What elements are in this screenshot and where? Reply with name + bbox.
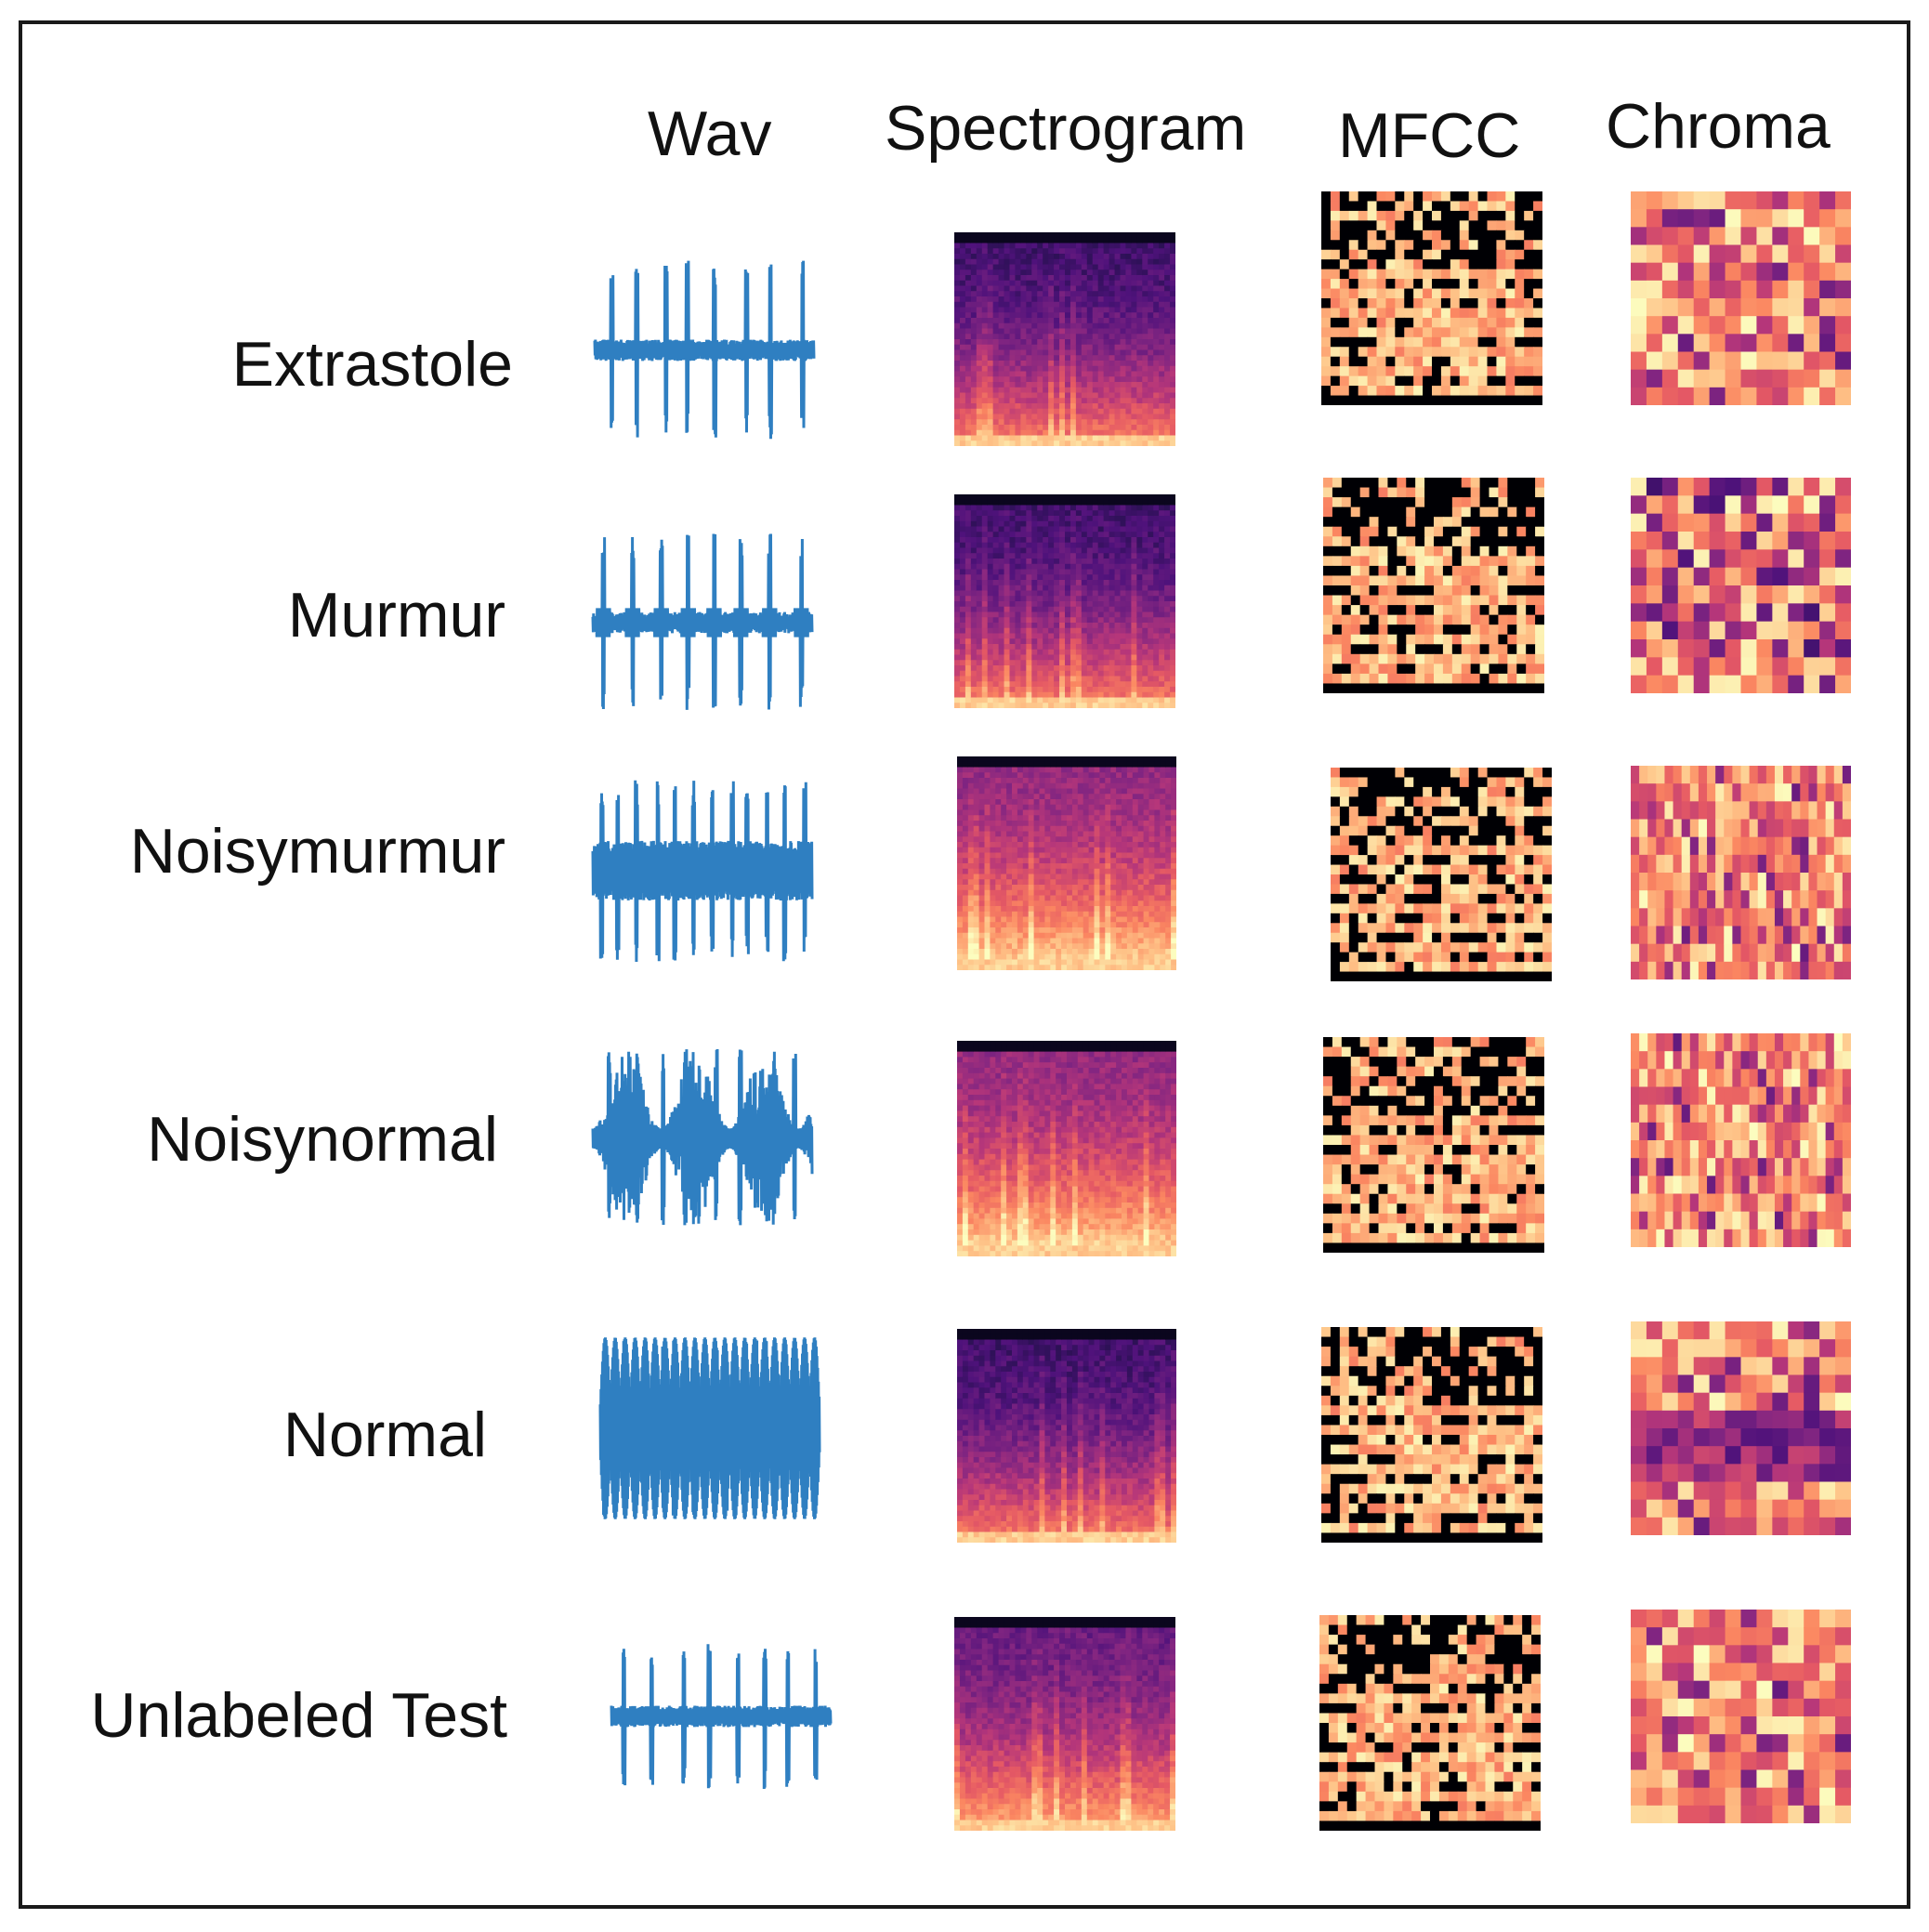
column-header-mfcc: MFCC — [1338, 100, 1521, 171]
spectrogram-noisynormal — [957, 1041, 1176, 1256]
chroma-unlabeled-test — [1631, 1610, 1851, 1823]
row-label-murmur: Murmur — [287, 580, 505, 651]
spectrogram-noisymurmur — [957, 756, 1176, 970]
mfcc-unlabeled-test — [1319, 1615, 1541, 1831]
column-header-spectrogram: Spectrogram — [885, 93, 1247, 164]
row-label-extrastole: Extrastole — [231, 329, 513, 400]
spectrogram-murmur — [954, 494, 1175, 708]
chroma-noisynormal — [1631, 1033, 1851, 1247]
spectrogram-normal — [957, 1329, 1176, 1543]
mfcc-noisynormal — [1323, 1037, 1544, 1253]
wav-plot-murmur — [591, 533, 814, 710]
row-label-noisymurmur: Noisymurmur — [129, 816, 505, 887]
spectrogram-extrastole — [954, 232, 1175, 446]
spectrogram-unlabeled-test — [954, 1617, 1175, 1831]
wav-plot-normal — [598, 1337, 821, 1519]
wav-plot-unlabeled-test — [610, 1644, 833, 1790]
mfcc-noisymurmur — [1331, 768, 1552, 981]
chroma-murmur — [1631, 478, 1851, 693]
wav-plot-extrastole — [593, 260, 816, 440]
row-label-noisynormal: Noisynormal — [147, 1104, 498, 1175]
mfcc-murmur — [1323, 478, 1544, 693]
mfcc-extrastole — [1321, 191, 1542, 405]
wav-plot-noisynormal — [591, 1048, 814, 1226]
wav-plot-noisymurmur — [591, 780, 814, 963]
row-label-unlabeled-test: Unlabeled Test — [90, 1680, 507, 1751]
column-header-wav: Wav — [648, 99, 772, 169]
chroma-normal — [1631, 1321, 1851, 1535]
mfcc-normal — [1321, 1327, 1542, 1543]
chroma-noisymurmur — [1631, 766, 1851, 979]
row-label-normal: Normal — [282, 1400, 487, 1470]
chroma-extrastole — [1631, 191, 1851, 405]
column-header-chroma: Chroma — [1606, 91, 1831, 162]
